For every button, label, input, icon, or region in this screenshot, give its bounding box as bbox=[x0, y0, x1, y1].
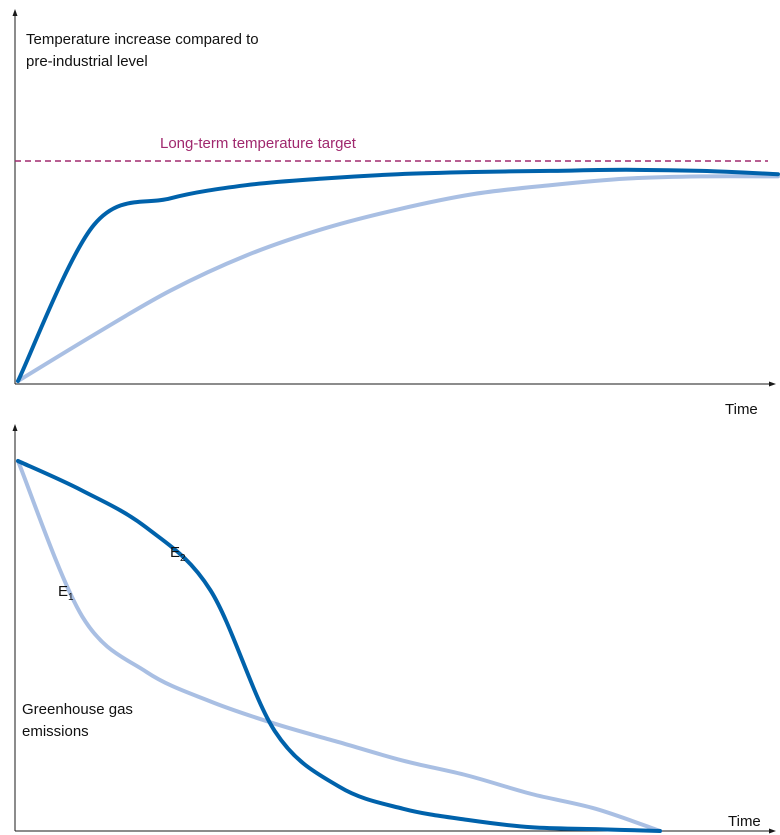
temperature-target-label: Long-term temperature target bbox=[160, 135, 357, 152]
top-y-axis-label: Temperature increase compared to bbox=[26, 31, 259, 48]
series-label-e2-sub: 2 bbox=[180, 553, 186, 564]
bottom-x-axis-arrow bbox=[769, 828, 776, 834]
bottom-y-axis-label-line2: emissions bbox=[22, 723, 89, 740]
top-x-axis-arrow bbox=[769, 381, 776, 387]
series-label-e2: E2 bbox=[170, 544, 186, 564]
bottom-x-axis-label: Time bbox=[728, 813, 761, 830]
series-label-e2-main: E bbox=[170, 544, 180, 561]
top-y-axis-label-line2: pre-industrial level bbox=[26, 53, 148, 70]
bottom-y-axis-label: Greenhouse gas bbox=[22, 701, 133, 718]
temperature-series-slow bbox=[16, 174, 780, 383]
emissions-series-e2 bbox=[16, 459, 662, 833]
temperature-chart: Temperature increase compared to pre-ind… bbox=[12, 9, 780, 418]
bottom-y-axis-arrow bbox=[12, 424, 18, 431]
temperature-series-fast bbox=[16, 167, 780, 383]
top-x-axis-label: Time bbox=[725, 401, 758, 418]
series-label-e1: E1 bbox=[58, 583, 74, 603]
series-label-e1-sub: 1 bbox=[68, 592, 74, 603]
top-y-axis-arrow bbox=[12, 9, 18, 16]
emissions-series-e1 bbox=[16, 459, 662, 833]
series-label-e1-main: E bbox=[58, 583, 68, 600]
emissions-chart: Greenhouse gas emissions Time E2 E1 bbox=[12, 424, 776, 834]
